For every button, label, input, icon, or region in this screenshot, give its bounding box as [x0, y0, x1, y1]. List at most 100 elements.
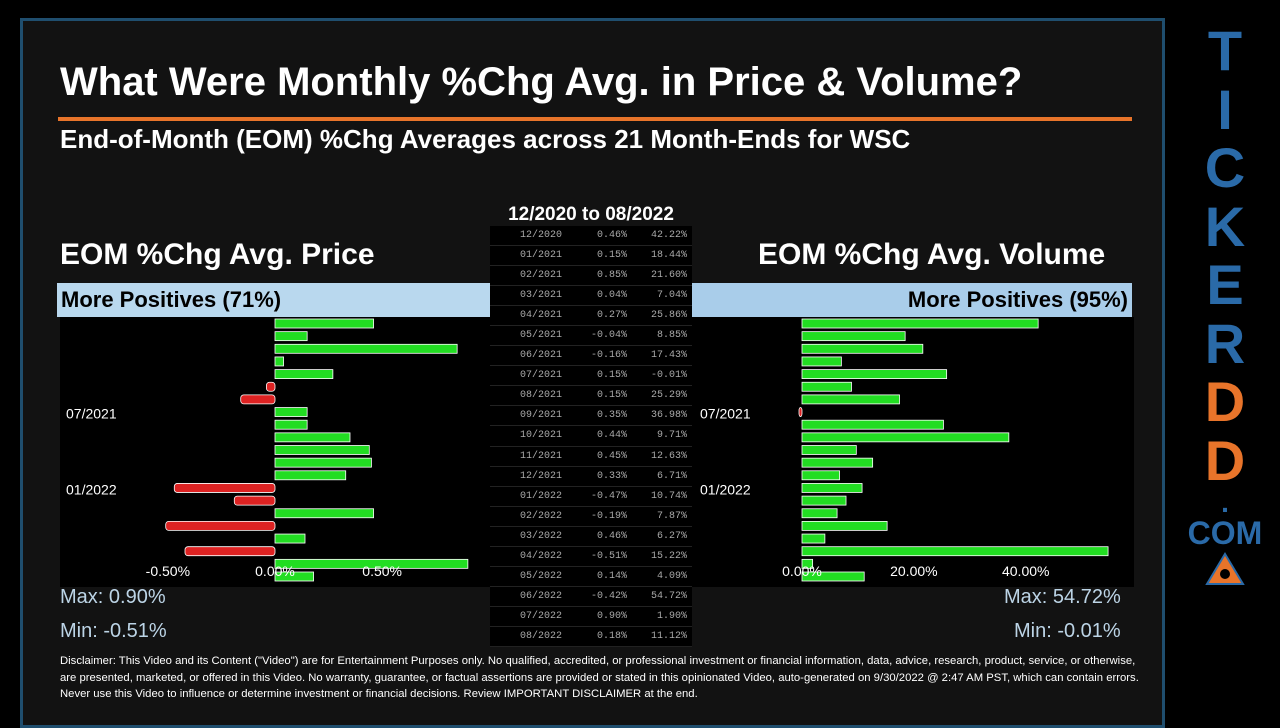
positive-bar-05/2022 [801, 533, 826, 544]
volume-positives-label: More Positives (95%) [907, 287, 1128, 312]
table-cell-month: 02/2022 [490, 506, 567, 527]
volume-min: Min: -0.01% [1014, 620, 1121, 642]
table-cell-price: 0.46% [567, 526, 632, 547]
table-cell-volume: 17.43% [632, 345, 692, 367]
table-cell-price: -0.04% [567, 325, 632, 347]
category-label: 01/2022 [700, 481, 751, 497]
brand-com: COM [1187, 515, 1263, 551]
table-cell-month: 05/2021 [490, 325, 567, 347]
table-cell-volume: 10.74% [632, 486, 692, 507]
table-cell-volume: 21.60% [632, 265, 692, 287]
positive-bar-08/2022 [801, 571, 865, 582]
positive-bar-06/2021 [801, 394, 900, 405]
table-row: 12/2020 0.46% 42.22% [490, 226, 692, 247]
negative-bar-01/2022 [173, 483, 276, 493]
table-row: 07/2021 0.15% -0.01% [490, 365, 692, 387]
table-row: 02/2021 0.85% 21.60% [490, 265, 692, 287]
positive-bar-02/2021 [801, 343, 924, 354]
volume-bar-chart: 07/2021 01/2022 0.00% 20.00% 40.00% [692, 317, 1134, 587]
table-row: 04/2021 0.27% 25.86% [490, 305, 692, 327]
negative-bar-06/2021 [240, 394, 276, 405]
table-cell-volume: 25.86% [632, 305, 692, 327]
table-cell-volume: 6.27% [632, 526, 692, 547]
table-cell-volume: -0.01% [632, 365, 692, 387]
price-bar-chart: 07/2021 01/2022 -0.50% 0.00% 0.50% [60, 317, 490, 587]
table-cell-price: 0.35% [567, 405, 632, 427]
positive-bar-04/2021 [801, 369, 948, 379]
negative-bar-05/2021 [266, 381, 276, 392]
table-cell-month: 12/2020 [490, 226, 567, 247]
table-cell-month: 02/2021 [490, 265, 567, 287]
table-row: 01/2021 0.15% 18.44% [490, 245, 692, 267]
table-cell-volume: 8.85% [632, 325, 692, 347]
table-cell-month: 04/2022 [490, 546, 567, 567]
title-underline [58, 117, 1132, 121]
positive-bar-12/2021 [801, 470, 840, 481]
table-row: 03/2021 0.04% 7.04% [490, 285, 692, 307]
table-row: 03/2022 0.46% 6.27% [490, 526, 692, 547]
table-row: 08/2022 0.18% 11.12% [490, 626, 692, 647]
table-cell-volume: 18.44% [632, 245, 692, 267]
brand-letter: R [1204, 311, 1246, 375]
table-cell-price: 0.18% [567, 626, 632, 647]
price-positives-banner: More Positives (71%) [57, 283, 490, 317]
table-cell-price: -0.16% [567, 345, 632, 367]
price-section-title: EOM %Chg Avg. Price [60, 238, 375, 271]
table-cell-price: 0.45% [567, 446, 632, 467]
brand-letter: E [1206, 253, 1244, 316]
brand-letter: D [1204, 428, 1246, 492]
price-min: Min: -0.51% [60, 620, 167, 642]
positive-bar-04/2021 [274, 369, 334, 379]
table-cell-price: 0.15% [567, 385, 632, 407]
volume-max: Max: 54.72% [1004, 586, 1121, 608]
table-cell-price: 0.04% [567, 285, 632, 307]
table-cell-price: 0.85% [567, 265, 632, 287]
table-cell-month: 05/2022 [490, 566, 567, 587]
monthly-data-table: 12/2020 0.46% 42.22% 01/2021 0.15% 18.44% 02/2… [490, 226, 692, 647]
brand-letter: I [1217, 77, 1233, 141]
positive-bar-03/2021 [801, 356, 842, 367]
positive-bar-01/2022 [801, 483, 863, 493]
x-tick-label: 0.00% [255, 563, 295, 579]
category-label: 07/2021 [66, 406, 117, 422]
table-row: 02/2022 -0.19% 7.87% [490, 506, 692, 527]
table-cell-month: 01/2022 [490, 486, 567, 507]
table-row: 09/2021 0.35% 36.98% [490, 405, 692, 427]
x-tick-label: 0.50% [362, 563, 402, 579]
table-cell-volume: 7.87% [632, 506, 692, 527]
table-cell-volume: 15.22% [632, 546, 692, 567]
table-cell-month: 07/2022 [490, 606, 567, 627]
table-cell-month: 07/2021 [490, 365, 567, 387]
positive-bar-09/2021 [274, 432, 351, 443]
table-cell-volume: 7.04% [632, 285, 692, 307]
x-tick-label: -0.50% [146, 563, 190, 579]
table-cell-price: 0.33% [567, 466, 632, 487]
table-cell-volume: 4.09% [632, 566, 692, 587]
brand-logo-icon [1205, 552, 1245, 585]
table-cell-price: 0.90% [567, 606, 632, 627]
table-cell-month: 03/2022 [490, 526, 567, 547]
positive-bar-11/2021 [801, 457, 874, 468]
volume-positives-banner: More Positives (95%) [692, 283, 1132, 317]
brand-letter: T [1207, 19, 1243, 82]
table-cell-volume: 54.72% [632, 586, 692, 607]
positive-bar-03/2022 [801, 508, 838, 519]
table-cell-month: 06/2021 [490, 345, 567, 367]
positive-bar-08/2022 [274, 571, 314, 582]
table-cell-price: 0.15% [567, 365, 632, 387]
table-cell-volume: 25.29% [632, 385, 692, 407]
table-cell-price: 0.46% [567, 226, 632, 247]
table-cell-price: -0.47% [567, 486, 632, 507]
table-row: 05/2021 -0.04% 8.85% [490, 325, 692, 347]
volume-section-title: EOM %Chg Avg. Volume [758, 238, 1106, 271]
table-cell-month: 08/2022 [490, 626, 567, 647]
table-row: 04/2022 -0.51% 15.22% [490, 546, 692, 567]
positive-bar-02/2021 [274, 343, 458, 354]
positive-bar-05/2022 [274, 533, 306, 544]
price-max: Max: 0.90% [60, 586, 166, 608]
table-row: 01/2022 -0.47% 10.74% [490, 486, 692, 507]
table-row: 06/2021 -0.16% 17.43% [490, 345, 692, 367]
table-cell-volume: 11.12% [632, 626, 692, 647]
positive-bar-07/2022 [274, 558, 469, 569]
table-cell-volume: 12.63% [632, 446, 692, 467]
